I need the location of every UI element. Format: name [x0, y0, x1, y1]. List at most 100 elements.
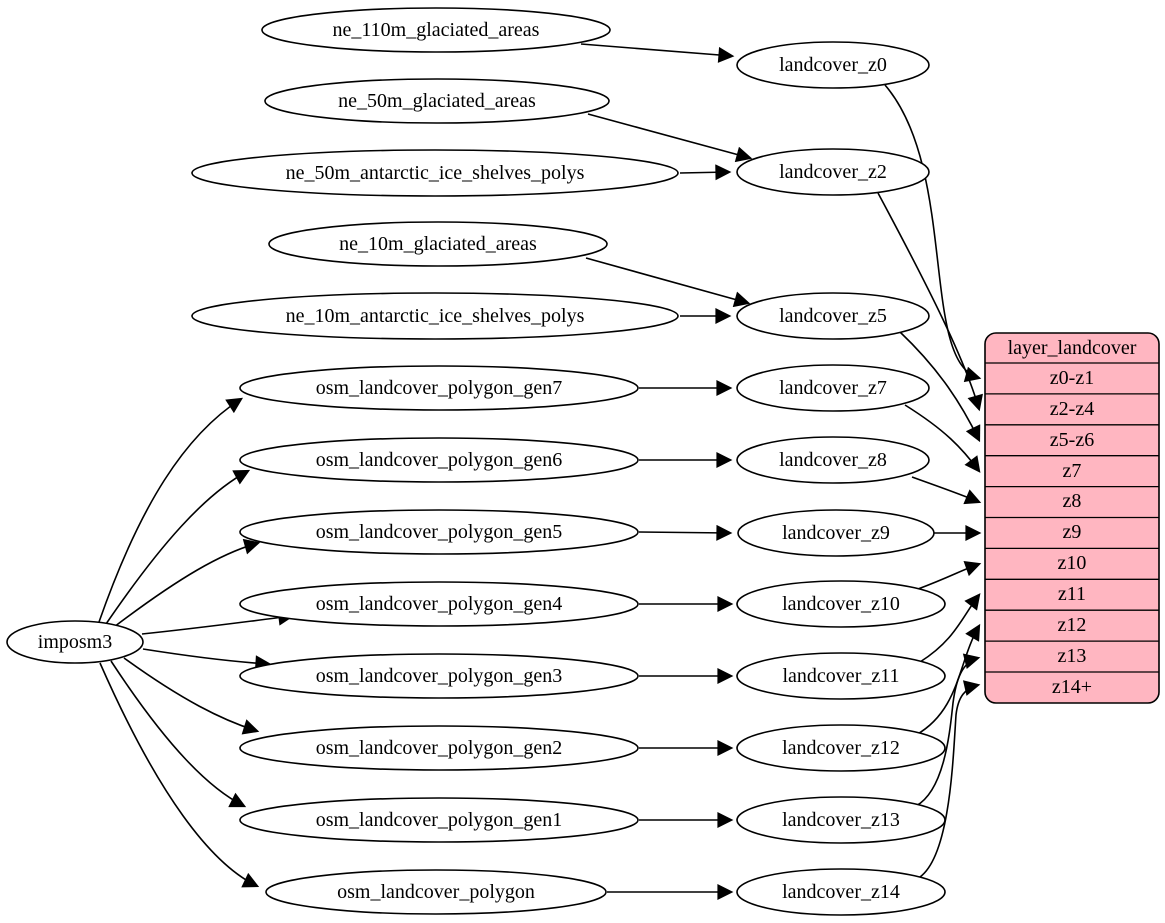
node-ne_10m_glaciated_areas: ne_10m_glaciated_areas [268, 221, 608, 267]
node-landcover_z14-shape [736, 868, 946, 916]
node-landcover_z2-shape [736, 148, 930, 196]
table-row-z0-z1: z0-z1 [1050, 367, 1094, 389]
node-ne_50m_glaciated_areas-label: ne_50m_glaciated_areas [338, 90, 536, 112]
node-landcover_z5-shape [736, 292, 930, 340]
node-osm_landcover_polygon-shape [265, 869, 607, 915]
node-osm_landcover_polygon_gen1-label: osm_landcover_polygon_gen1 [316, 809, 563, 831]
table-row-z11: z11 [1058, 583, 1086, 605]
node-osm_landcover_polygon_gen2-label: osm_landcover_polygon_gen2 [316, 737, 563, 759]
node-ne_10m_antarctic_ice_shelves_polys: ne_10m_antarctic_ice_shelves_polys [191, 292, 679, 340]
edge-imposm3-gen2 [123, 657, 260, 735]
node-osm_landcover_polygon_gen1-shape [239, 797, 639, 843]
node-landcover_z7-label: landcover_z7 [779, 377, 887, 399]
edge-imposm3-polygon [99, 662, 260, 888]
node-osm_landcover_polygon_gen5: osm_landcover_polygon_gen5 [239, 509, 639, 555]
node-osm_landcover_polygon_gen2-shape [239, 725, 639, 771]
node-landcover_z11: landcover_z11 [736, 652, 946, 700]
edge-landcover_z10-row-z10 [917, 560, 982, 590]
node-ne_50m_antarctic_ice_shelves_polys-shape [191, 149, 679, 197]
node-landcover_z0-label: landcover_z0 [779, 54, 887, 76]
node-ne_10m_glaciated_areas-shape [268, 221, 608, 267]
edges-layer [98, 43, 983, 900]
node-osm_landcover_polygon_gen4: osm_landcover_polygon_gen4 [239, 581, 639, 627]
node-landcover_z5-label: landcover_z5 [779, 305, 887, 327]
node-landcover_z14-label: landcover_z14 [782, 881, 900, 903]
table-row-z2-z4: z2-z4 [1050, 398, 1094, 420]
node-landcover_z11-label: landcover_z11 [783, 665, 900, 687]
node-osm_landcover_polygon_gen7-label: osm_landcover_polygon_gen7 [316, 377, 563, 399]
edge-landcover_z0-row-z0-z1 [884, 84, 982, 383]
node-landcover_z10-shape [736, 580, 946, 628]
node-landcover_z14: landcover_z14 [736, 868, 946, 916]
table-row-z14: z14+ [1052, 676, 1092, 698]
node-landcover_z9: landcover_z9 [737, 509, 935, 557]
edge-imposm3-gen5 [113, 538, 261, 628]
edge-landcover_z2-row-z2-z4 [877, 192, 983, 412]
edge-imposm3-gen6 [105, 469, 251, 625]
edge-landcover_z11-row-z11 [919, 593, 981, 663]
node-landcover_z12: landcover_z12 [736, 724, 946, 772]
node-imposm3: imposm3 [6, 620, 144, 664]
table-row-z5-z6: z5-z6 [1050, 429, 1094, 451]
node-landcover_z9-shape [737, 509, 935, 557]
edge-landcover_z13-row-z13 [915, 653, 981, 807]
edge-imposm3-gen3 [142, 648, 272, 672]
node-imposm3-label: imposm3 [38, 631, 112, 653]
node-landcover_z8: landcover_z8 [736, 436, 930, 484]
node-ne_110m_glaciated_areas-label: ne_110m_glaciated_areas [333, 19, 540, 41]
node-osm_landcover_polygon_gen6-label: osm_landcover_polygon_gen6 [316, 449, 563, 471]
node-osm_landcover_polygon-label: osm_landcover_polygon [337, 881, 535, 903]
edge-ne_10m_glaciated_areas-landcover_z5 [585, 257, 751, 308]
edge-landcover_z5-row-z5-z6 [899, 331, 981, 443]
edge-imposm3-gen7 [98, 397, 244, 623]
node-landcover_z2: landcover_z2 [736, 148, 930, 196]
node-osm_landcover_polygon_gen2: osm_landcover_polygon_gen2 [239, 725, 639, 771]
node-imposm3-shape [6, 620, 144, 664]
table-row-z7: z7 [1063, 460, 1082, 482]
node-osm_landcover_polygon_gen4-shape [239, 581, 639, 627]
node-landcover_z13-shape [736, 796, 946, 844]
node-ne_50m_antarctic_ice_shelves_polys-label: ne_50m_antarctic_ice_shelves_polys [286, 162, 585, 184]
node-osm_landcover_polygon_gen3: osm_landcover_polygon_gen3 [239, 653, 639, 699]
node-osm_landcover_polygon_gen3-shape [239, 653, 639, 699]
node-landcover_z12-shape [736, 724, 946, 772]
node-osm_landcover_polygon_gen7: osm_landcover_polygon_gen7 [239, 365, 639, 411]
edge-landcover_z8-row-z8 [911, 476, 982, 505]
node-ne_110m_glaciated_areas-shape [261, 7, 611, 53]
node-landcover_z7: landcover_z7 [736, 364, 930, 412]
node-landcover_z12-label: landcover_z12 [782, 737, 900, 759]
table-row-z9: z9 [1063, 521, 1082, 543]
node-osm_landcover_polygon_gen6: osm_landcover_polygon_gen6 [239, 437, 639, 483]
table-layer_landcover: layer_landcover z0-z1 z2-z4 z5-z6 z7 z8 … [984, 332, 1160, 704]
table-row-z13: z13 [1058, 645, 1087, 667]
table-row-z8: z8 [1063, 490, 1082, 512]
node-ne_10m_antarctic_ice_shelves_polys-label: ne_10m_antarctic_ice_shelves_polys [286, 305, 585, 327]
nodes-layer: imposm3 ne_110m_glaciated_areas ne_50m_g… [6, 7, 946, 916]
edge-landcover_z14-row-z14 [919, 680, 981, 878]
node-landcover_z8-label: landcover_z8 [779, 449, 887, 471]
node-landcover_z2-label: landcover_z2 [779, 161, 887, 183]
table-row-z10: z10 [1058, 552, 1087, 574]
node-landcover_z9-label: landcover_z9 [782, 522, 890, 544]
node-landcover_z5: landcover_z5 [736, 292, 930, 340]
node-landcover_z10-label: landcover_z10 [782, 593, 900, 615]
node-ne_10m_antarctic_ice_shelves_polys-shape [191, 292, 679, 340]
node-osm_landcover_polygon_gen5-label: osm_landcover_polygon_gen5 [316, 521, 563, 543]
node-ne_110m_glaciated_areas: ne_110m_glaciated_areas [261, 7, 611, 53]
node-osm_landcover_polygon_gen6-shape [239, 437, 639, 483]
table-row-z12: z12 [1058, 614, 1087, 636]
node-landcover_z11-shape [736, 652, 946, 700]
node-osm_landcover_polygon_gen1: osm_landcover_polygon_gen1 [239, 797, 639, 843]
node-landcover_z7-shape [736, 364, 930, 412]
node-landcover_z0-shape [736, 41, 930, 89]
node-landcover_z13-label: landcover_z13 [782, 809, 900, 831]
node-landcover_z0: landcover_z0 [736, 41, 930, 89]
node-landcover_z10: landcover_z10 [736, 580, 946, 628]
node-ne_50m_glaciated_areas-shape [264, 78, 610, 124]
node-ne_50m_antarctic_ice_shelves_polys: ne_50m_antarctic_ice_shelves_polys [191, 149, 679, 197]
edge-ne_110m_glaciated_areas-landcover_z0 [580, 43, 735, 63]
node-landcover_z13: landcover_z13 [736, 796, 946, 844]
edge-landcover_z7-row-z7 [904, 404, 981, 473]
